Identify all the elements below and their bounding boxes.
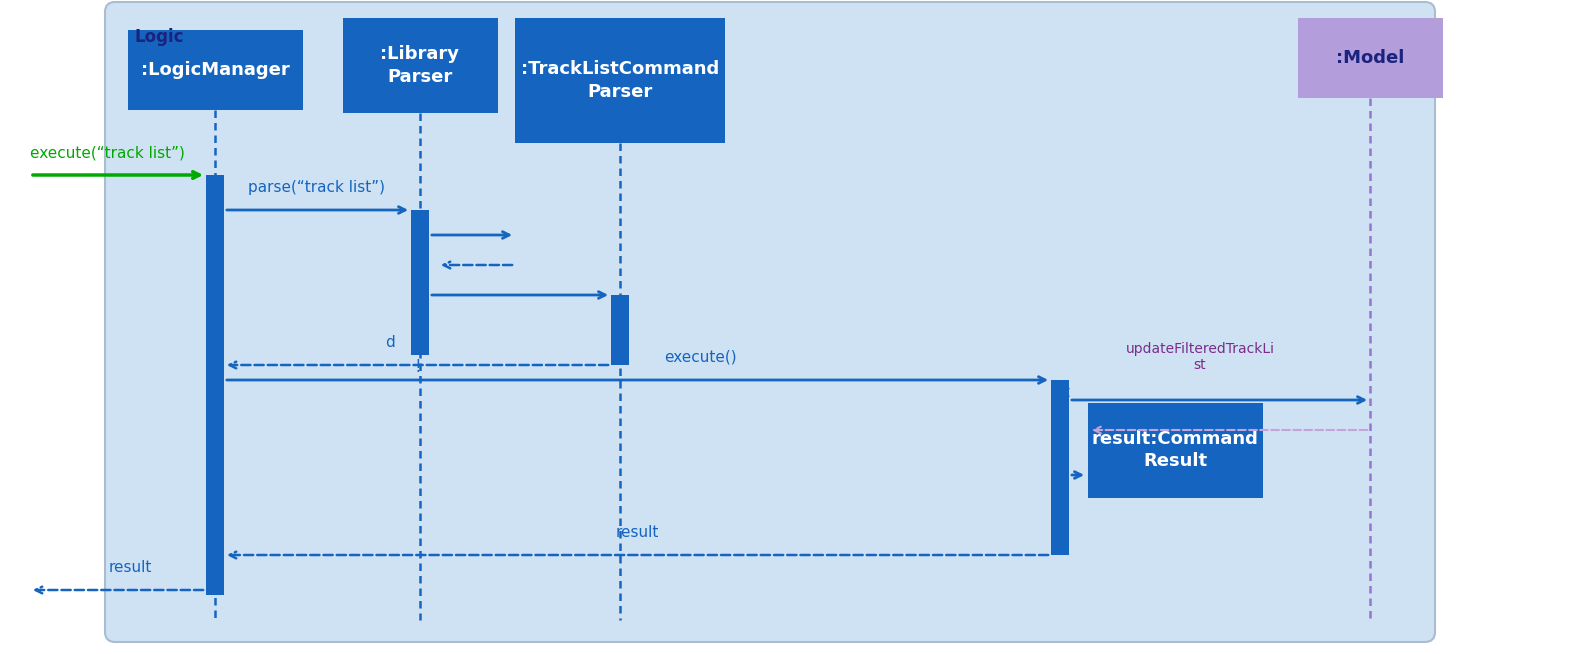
Text: :TrackListCommand
Parser: :TrackListCommand Parser (520, 60, 718, 101)
Text: Logic: Logic (135, 28, 184, 46)
Bar (343, 18, 497, 113)
Bar (1088, 402, 1262, 498)
Text: !: ! (415, 358, 421, 376)
Text: result:Command
Result: result:Command Result (1091, 430, 1259, 470)
Text: :LogicManager: :LogicManager (140, 61, 289, 79)
Bar (206, 175, 223, 595)
Bar (1297, 18, 1443, 98)
Text: ×: × (1058, 384, 1072, 402)
Bar (410, 210, 429, 355)
Text: result: result (108, 560, 151, 575)
Text: result: result (615, 525, 659, 540)
Bar (516, 18, 725, 143)
Text: :Model: :Model (1336, 49, 1404, 67)
Text: parse(“track list”): parse(“track list”) (248, 180, 385, 195)
FancyBboxPatch shape (105, 2, 1435, 642)
Text: :Library
Parser: :Library Parser (380, 45, 459, 86)
Text: updateFilteredTrackLi
st: updateFilteredTrackLi st (1126, 342, 1275, 372)
Bar (127, 30, 302, 110)
Bar (612, 295, 629, 365)
Text: execute(“track list”): execute(“track list”) (30, 145, 185, 160)
Bar (1052, 380, 1069, 555)
Text: d: d (385, 335, 395, 350)
Text: execute(): execute() (663, 350, 736, 365)
